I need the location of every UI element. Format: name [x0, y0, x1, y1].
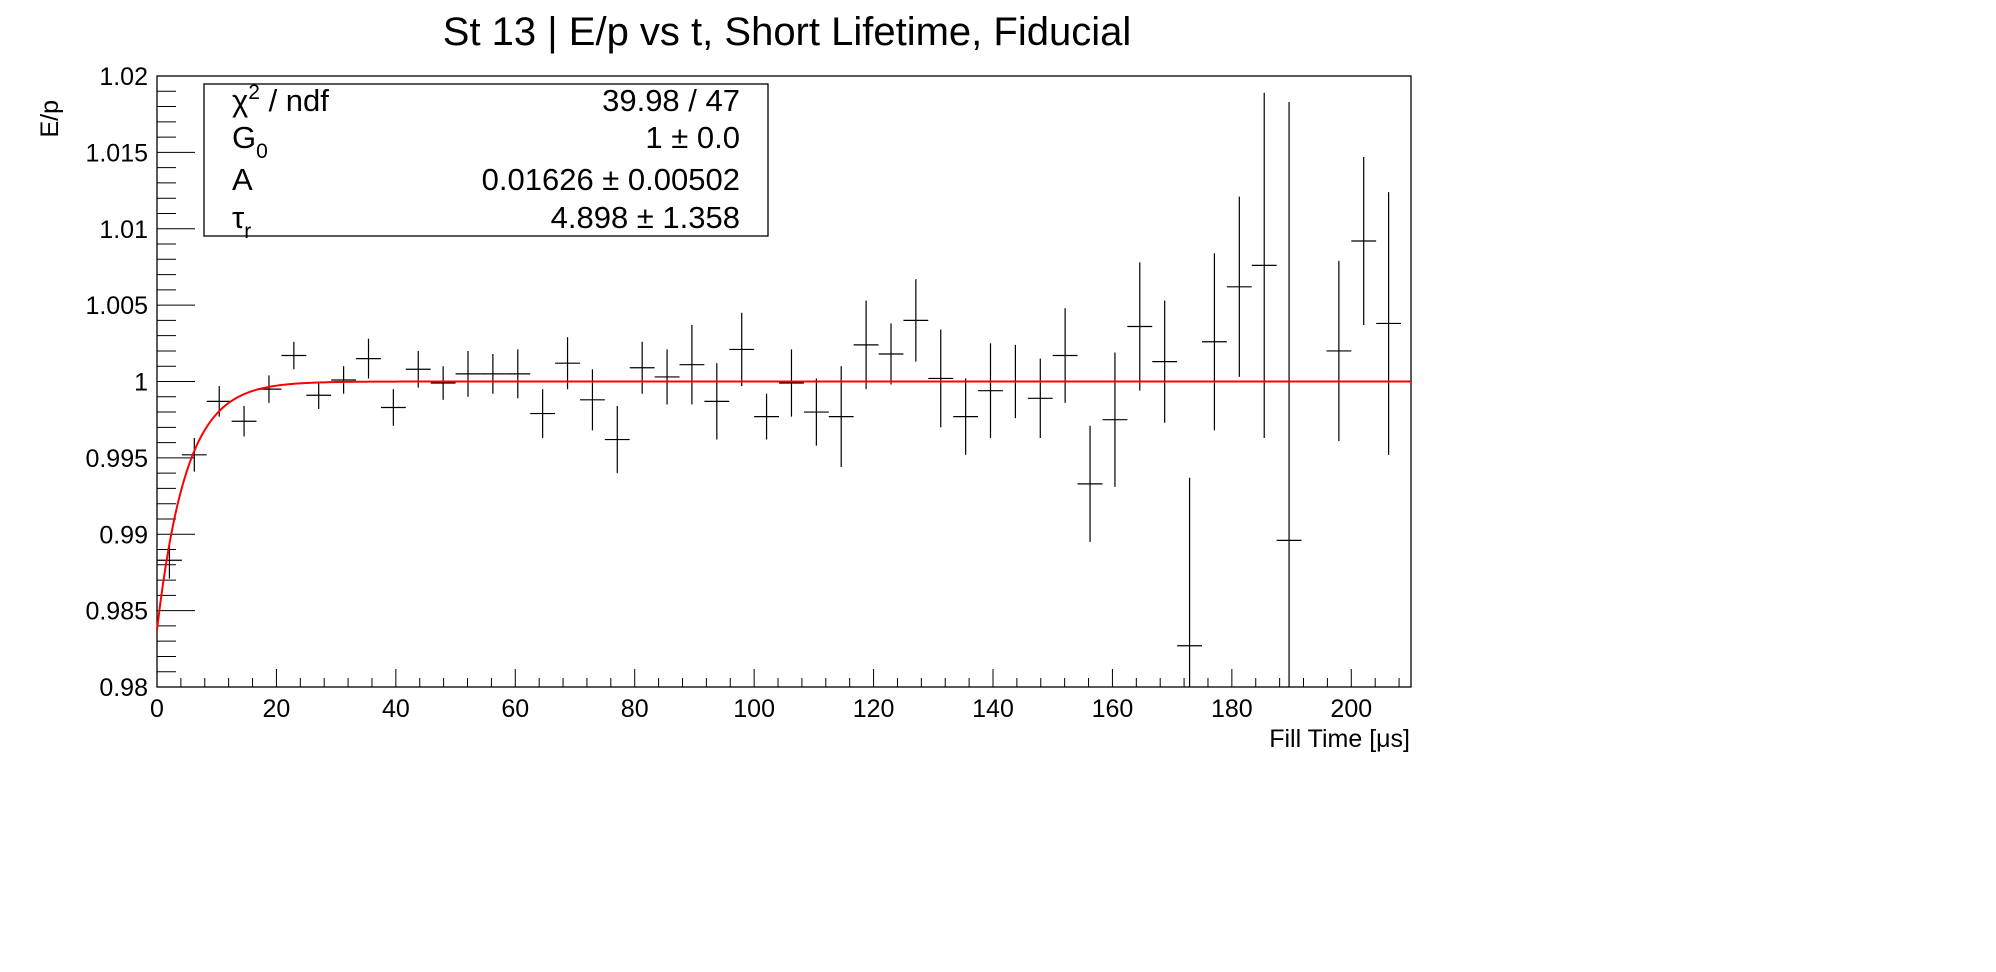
y-tick-label: 0.98: [99, 674, 148, 702]
data-point: [580, 369, 605, 431]
data-point: [1226, 196, 1252, 377]
data-point: [331, 366, 357, 394]
axes: 0 20 40 60 80 100 120 140 160 180 200 0.98 0.985 0.99…: [85, 63, 1412, 723]
data-point: [356, 338, 381, 379]
data-point: [629, 341, 655, 394]
data-point: [1351, 156, 1377, 325]
data-point: [828, 366, 854, 468]
data-point: [380, 389, 406, 426]
data-point: [306, 381, 332, 409]
data-point: [505, 349, 531, 399]
data-points: [157, 92, 1402, 687]
x-tick-label: 80: [621, 695, 649, 723]
data-point: [704, 363, 730, 440]
data-point: [878, 323, 904, 385]
y-axis-label: E/p: [36, 100, 64, 138]
x-tick-label: 140: [972, 695, 1014, 723]
y-tick-label: 1.01: [99, 216, 148, 244]
stats-value: 0.01626 ± 0.00502: [482, 162, 740, 197]
data-point: [1102, 352, 1128, 487]
x-axis-label: Fill Time [μs]: [1269, 725, 1410, 753]
data-point: [1052, 308, 1078, 403]
data-point: [1202, 253, 1227, 431]
x-tick-label: 180: [1211, 695, 1253, 723]
x-tick-label: 160: [1092, 695, 1134, 723]
data-point: [181, 438, 207, 472]
data-point: [1077, 425, 1103, 542]
data-point: [1251, 92, 1277, 439]
data-point: [853, 300, 879, 390]
y-tick-label: 1: [134, 369, 148, 397]
x-tick-label: 120: [853, 695, 895, 723]
data-point: [928, 329, 954, 428]
y-tick-label: 1.015: [85, 139, 148, 167]
stats-label: χ2 / ndf: [232, 81, 329, 118]
stats-value: 4.898 ± 1.358: [551, 200, 740, 235]
data-point: [231, 405, 257, 437]
x-tick-label: 100: [733, 695, 775, 723]
data-point: [953, 378, 979, 455]
y-tick-label: 1.005: [85, 292, 148, 320]
stats-label: A: [232, 162, 253, 197]
data-point: [1027, 358, 1053, 439]
fit-curve: [156, 380, 1411, 630]
chart-title: St 13 | E/p vs t, Short Lifetime, Fiduci…: [443, 10, 1131, 54]
data-point: [1127, 262, 1153, 391]
data-point: [1177, 477, 1202, 687]
x-tick-label: 60: [501, 695, 529, 723]
x-tick-label: 0: [150, 695, 164, 723]
data-point: [679, 324, 705, 405]
stats-value: 1 ± 0.0: [645, 120, 740, 155]
x-tick-label: 40: [382, 695, 410, 723]
data-point: [779, 349, 804, 417]
y-tick-label: 0.985: [85, 598, 148, 626]
data-point: [430, 366, 456, 400]
x-tick-label: 200: [1330, 695, 1372, 723]
data-point: [1276, 101, 1302, 687]
data-point: [1376, 192, 1402, 455]
data-point: [281, 341, 307, 370]
stats-label: G0: [232, 120, 268, 163]
data-point: [978, 343, 1003, 439]
data-point: [555, 337, 580, 390]
x-tick-label: 20: [263, 695, 291, 723]
data-point: [903, 279, 929, 362]
data-point: [1152, 300, 1178, 423]
stats-value: 39.98 / 47: [602, 83, 740, 118]
data-point: [654, 349, 680, 405]
stats-label: τr: [232, 200, 251, 243]
data-point: [530, 389, 556, 439]
data-point: [729, 312, 755, 387]
data-point: [480, 354, 506, 394]
y-tick-label: 1.02: [99, 63, 148, 91]
data-point: [455, 350, 481, 397]
data-point: [803, 378, 829, 446]
data-point: [754, 393, 779, 440]
y-tick-label: 0.99: [99, 521, 148, 549]
stats-box: χ2 / ndf 39.98 / 47 G0 1 ± 0.0 A 0.01626 ± 0.…: [203, 81, 769, 243]
data-point: [604, 405, 630, 474]
y-tick-label: 0.995: [85, 445, 148, 473]
stats-box-frame: [203, 83, 769, 237]
data-point: [1326, 260, 1352, 442]
